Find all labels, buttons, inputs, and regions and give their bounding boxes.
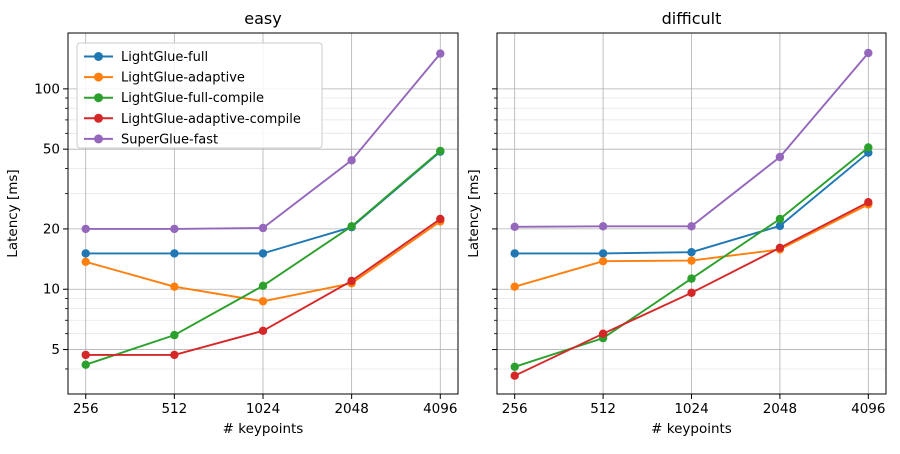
data-point [436,49,445,58]
data-point [81,350,90,360]
data-point [81,360,90,369]
data-point [81,224,90,234]
data-point [510,371,519,380]
data-point [687,222,696,231]
x-tick-label: 1024 [674,401,708,417]
data-point [864,198,873,207]
data-point [347,156,356,165]
data-point [775,152,785,162]
x-axis: 256 512 1024 2048 4096 [73,394,457,417]
subplot-title: easy [244,9,281,28]
subplot-easy: 256 512 1024 2048 4096 5 10 20 50 100 easy # keypoi… [5,9,459,437]
x-axis-label: # keypoints [223,421,304,437]
legend-marker [94,93,103,103]
y-tick-label: 20 [43,221,60,237]
data-point [775,214,785,224]
y-axis: 5 10 20 50 100 [34,81,68,370]
series-markers-LightGlue-full-compile [81,146,445,369]
data-point [170,330,179,340]
data-point [864,48,873,58]
data-point [775,221,785,231]
x-tick-label: 4096 [851,401,885,417]
data-point [436,146,445,156]
data-point [598,249,608,258]
y-tick-label: 5 [51,342,60,358]
data-point [81,257,90,266]
data-point [170,249,179,258]
series-markers-LightGlue-adaptive-compile [510,198,873,380]
x-tick-label: 512 [161,401,187,417]
legend-label: LightGlue-adaptive [121,71,245,86]
data-point [258,326,268,335]
series-markers-LightGlue-full [510,148,873,258]
data-point [170,350,179,360]
x-tick-label: 4096 [423,401,457,417]
x-tick-label: 2048 [763,401,797,417]
data-point [347,276,356,286]
legend-marker [94,113,103,123]
y-axis [492,88,497,370]
series-markers-SuperGlue-fast [81,49,445,234]
data-point [436,214,445,224]
x-axis-label: # keypoints [651,421,732,437]
grid-major-x [514,33,869,394]
y-tick-label: 100 [34,81,60,97]
data-point [170,224,179,234]
data-point [170,282,179,291]
y-tick-label: 50 [43,142,60,158]
legend-marker [94,134,103,144]
data-point [687,274,696,283]
data-point [510,282,519,291]
data-point [258,281,268,290]
legend-box [76,42,323,149]
data-point [598,329,608,338]
data-point [510,249,519,258]
data-point [864,143,873,152]
data-point [687,256,696,265]
data-point [347,222,356,231]
y-axis-label: Latency [ms] [5,169,21,257]
y-axis-label: Latency [ms] [466,169,482,257]
x-tick-label: 256 [502,401,528,417]
data-point [510,222,519,231]
data-point [775,243,785,252]
x-tick-label: 512 [590,401,616,417]
data-point [81,249,90,258]
x-axis: 256 512 1024 2048 4096 [502,394,885,417]
series-markers-SuperGlue-fast [510,48,873,231]
legend-label: LightGlue-full [121,50,208,65]
legend-label: SuperGlue-fast [121,132,218,147]
x-tick-label: 256 [73,401,99,417]
data-point [687,248,696,257]
data-point [598,222,608,231]
data-point [510,362,519,371]
data-point [598,257,608,266]
subplot-difficult: 256 512 1024 2048 4096 difficult # keypoints La… [466,9,887,437]
legend: LightGlue-full LightGlue-adaptive LightGlu… [76,42,323,149]
y-tick-label: 10 [43,282,60,298]
legend-marker [94,72,103,82]
legend-label: LightGlue-adaptive-compile [121,112,301,127]
subplot-title: difficult [662,9,722,28]
legend-label: LightGlue-full-compile [121,91,264,106]
x-tick-label: 1024 [246,401,280,417]
data-point [258,297,268,306]
data-point [687,288,696,297]
data-point [258,249,268,258]
data-point [258,223,268,233]
x-tick-label: 2048 [334,401,368,417]
legend-marker [94,52,103,61]
series-markers-LightGlue-adaptive-compile [81,214,445,360]
